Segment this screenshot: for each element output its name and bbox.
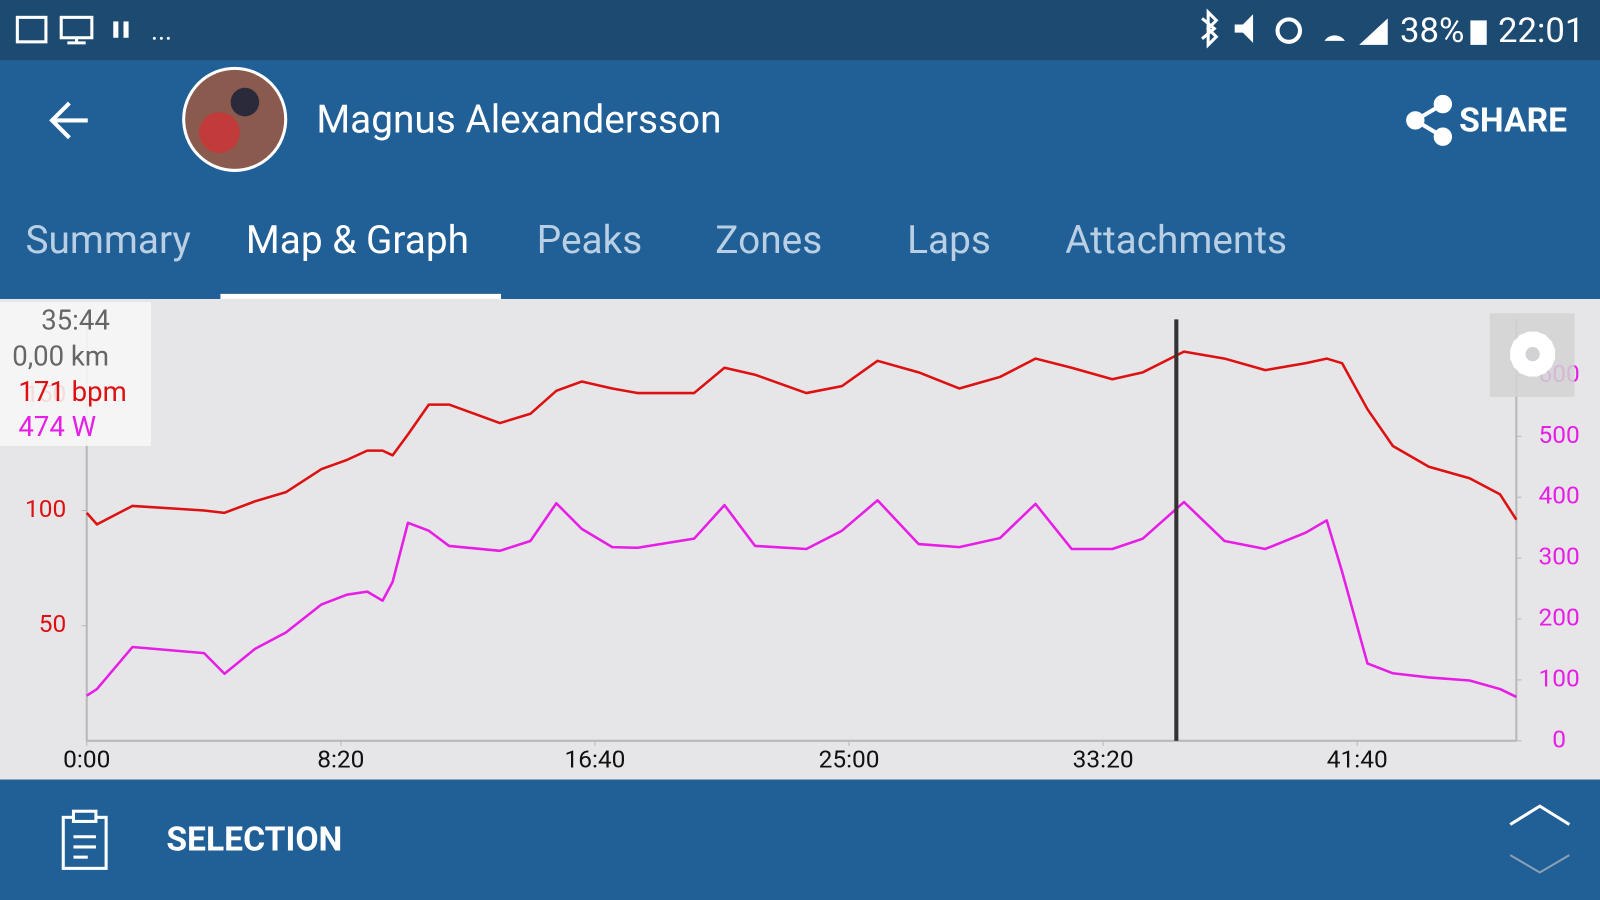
y-tick-label: 50 [39,609,67,638]
x-tick-label: 33:20 [1073,745,1134,774]
x-tick-label: 0:00 [63,745,110,774]
y2-tick-label: 500 [1539,420,1580,449]
expand-button[interactable] [1509,804,1571,826]
x-tick-label: 8:20 [317,745,364,774]
share-icon[interactable] [1406,94,1453,146]
clock: 22:01 [1498,11,1584,51]
y2-tick-label: 200 [1539,602,1580,631]
status-right-icons [1201,8,1487,49]
tab[interactable]: Attachments [1065,218,1287,263]
back-button[interactable] [49,101,88,140]
tab-bar: Summary Map & Graph Peaks Zones Laps Attachme… [26,218,1287,299]
y2-tick-label: 0 [1552,724,1566,753]
gear-hole [1525,346,1540,362]
y2-tick-label: 300 [1539,542,1580,571]
status-more: ... [151,16,172,47]
share-button[interactable]: SHARE [1459,101,1567,140]
collapse-hint [1509,854,1570,874]
athlete-name: Magnus Alexandersson [316,98,721,143]
battery-level: 38% [1400,11,1464,51]
x-tick-label: 41:40 [1327,745,1388,774]
cursor-time: 35:44 [41,304,110,337]
y-tick-label: 100 [25,494,66,523]
tab[interactable]: Laps [907,218,991,263]
cursor-heart-rate: 171 bpm [18,375,126,408]
x-tick-label: 16:40 [564,745,625,774]
y2-tick-label: 100 [1539,663,1580,692]
x-tick-label: 25:00 [819,745,880,774]
series-line [85,350,1518,526]
status-icon [123,21,129,38]
status-icons [15,15,94,45]
tab[interactable]: Map & Graph [246,218,469,263]
bottom-bar[interactable] [0,779,1600,900]
tab[interactable]: Summary [26,218,191,263]
status-bar [0,0,1600,61]
selection-label: SELECTION [166,821,342,860]
y2-tick-label: 400 [1539,481,1580,510]
tab[interactable]: Zones [715,218,822,263]
tab-indicator [220,293,502,299]
clipboard-icon [61,809,108,870]
cursor-distance: 0,00 km [12,339,109,372]
tab[interactable]: Peaks [537,218,643,263]
chart: 5010015001002003004005006000:008:2016:40… [0,302,1580,774]
cursor-info-box [0,302,152,446]
chart-area [0,298,1600,780]
cursor-power: 474 W [18,410,96,443]
avatar [182,66,288,172]
settings-icon[interactable] [1509,331,1556,377]
series-line [86,499,1517,699]
status-icon [113,21,119,38]
